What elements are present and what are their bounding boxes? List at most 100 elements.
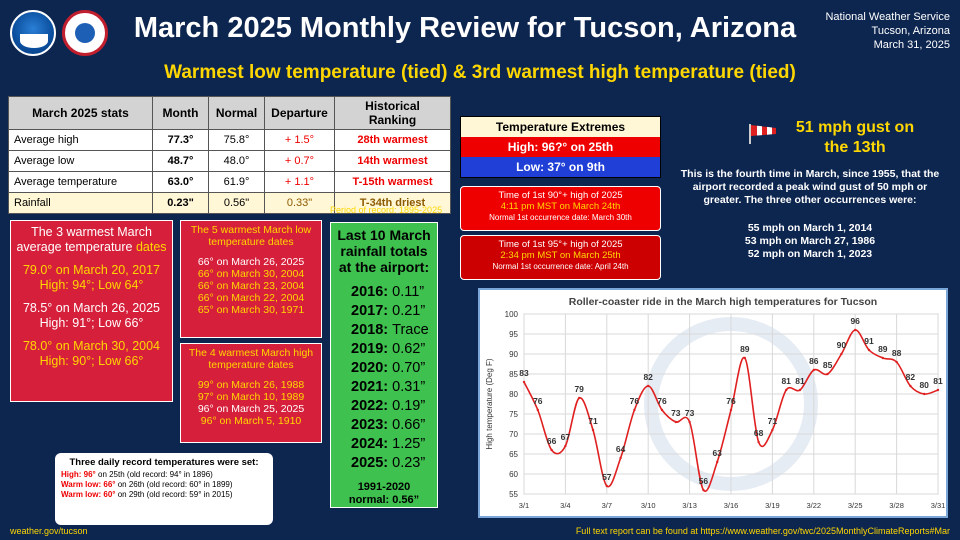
first-90-time: 4:11 pm MST on March 24th <box>500 201 621 212</box>
x-tick-label: 3/31 <box>931 501 946 510</box>
stat-departure: 0.33" <box>264 192 335 214</box>
record-detail: on 25th (old record: 94° in 1896) <box>95 470 213 479</box>
rainfall-value: 0.66” <box>392 417 426 433</box>
records-title: Three daily record temperatures were set… <box>69 457 259 468</box>
rainfall-value: 0.31” <box>392 379 426 395</box>
first-90-box: Time of 1st 90°+ high of 2025 4:11 pm MS… <box>460 186 661 231</box>
data-label: 73 <box>685 408 695 418</box>
data-label: 67 <box>561 432 571 442</box>
item-line1: 79.0° on March 20, 2017 <box>22 263 161 277</box>
high-temperature-chart: 55 60 65 70 75 80 85 90 95 100 3/1 3/4 3/7 3/10 3/13 3/… <box>485 296 946 510</box>
warmest-average-box: The 3 warmest March average temperature … <box>10 220 173 402</box>
x-tick-label: 3/13 <box>682 501 697 510</box>
data-label: 56 <box>699 476 709 486</box>
x-tick-label: 3/16 <box>724 501 739 510</box>
x-tick-label: 3/22 <box>806 501 821 510</box>
data-point <box>936 388 940 392</box>
first-95-title: Time of 1st 95°+ high of 2025 <box>498 239 623 250</box>
rainfall-year: 2024: <box>351 436 393 452</box>
box-title-dates: dates <box>267 236 294 248</box>
stat-ranking: T-34th driest <box>334 192 451 214</box>
box-title: The 4 warmest March high temperature dat… <box>184 347 318 371</box>
rainfall-box: Last 10 March rainfall totals at the air… <box>330 222 438 508</box>
list-item: 79.0° on March 20, 2017 High: 94°; Low 64… <box>15 263 168 293</box>
rainfall-row: 2020: 0.70” <box>351 359 435 378</box>
records-box: Three daily record temperatures were set… <box>55 453 273 525</box>
record-detail: on 26th (old record: 60° in 1899) <box>115 480 233 489</box>
rainfall-year: 2017: <box>351 303 393 319</box>
list-item: 78.5° on March 26, 2025 High: 91°; Low 66… <box>15 301 168 331</box>
stat-label: Average high <box>8 129 153 151</box>
data-point <box>716 460 719 464</box>
rainfall-title: Last 10 March rainfall totals at the air… <box>337 227 431 275</box>
rainfall-row: 2023: 0.66” <box>351 416 435 435</box>
y-tick-label: 65 <box>509 450 518 459</box>
y-tick-label: 100 <box>505 310 519 319</box>
stat-departure: + 1.1° <box>264 171 335 193</box>
data-label: 68 <box>754 428 764 438</box>
rainfall-year: 2021: <box>351 379 393 395</box>
rainfall-year: 2020: <box>351 360 393 376</box>
x-tick-label: 3/28 <box>889 501 904 510</box>
data-point <box>605 484 608 488</box>
x-tick-label: 3/10 <box>641 501 656 510</box>
list-item: 65° on March 30, 1971 <box>197 304 305 316</box>
box-title-dates: dates <box>135 240 167 254</box>
stats-header: Normal <box>208 96 265 130</box>
record-label: Warm low: 60° <box>61 490 116 499</box>
data-point <box>633 408 636 412</box>
y-axis-label: High temperature (Deg F) <box>485 358 494 449</box>
item-line2: High: 90°; Low 66° <box>39 354 144 368</box>
normal-line2: normal: 0.56” <box>348 494 420 506</box>
org-info: National Weather Service Tucson, Arizona… <box>825 10 950 52</box>
data-label: 91 <box>864 336 874 346</box>
data-label: 79 <box>574 384 584 394</box>
record-label: High: 96° <box>61 470 96 479</box>
rainfall-value: 0.11” <box>392 284 425 300</box>
data-point <box>729 408 733 412</box>
footer-report-link[interactable]: Full text report can be found at https:/… <box>575 526 950 536</box>
stats-header: Month <box>152 96 209 130</box>
stat-ranking: 28th warmest <box>334 129 451 151</box>
x-tick-label: 3/25 <box>848 501 863 510</box>
stat-month: 0.23" <box>152 192 209 214</box>
rainfall-row: 2018: Trace <box>351 321 435 340</box>
stats-header: Departure <box>264 96 335 130</box>
data-label: 89 <box>740 344 750 354</box>
data-point <box>757 440 760 444</box>
list: 66° on March 26, 2025 66° on March 30, 2… <box>184 256 318 316</box>
box-title: The 3 warmest March average temperature … <box>15 225 168 255</box>
box-title-text: The 3 warmest March average temperature <box>16 225 152 254</box>
data-point <box>660 408 664 412</box>
normal-line1: 1991-2020 <box>357 481 411 493</box>
stats-header-row: March 2025 stats Month Normal Departure … <box>8 96 451 130</box>
record-item: Warm low: 66° on 26th (old record: 60° i… <box>61 480 267 490</box>
data-point <box>647 384 650 388</box>
data-label: 90 <box>837 340 847 350</box>
gust-headline: 51 mph gust on the 13th <box>795 119 915 156</box>
y-tick-label: 90 <box>509 350 518 359</box>
data-point <box>674 420 677 424</box>
gust-text: This is the fourth time in March, since … <box>680 168 940 206</box>
data-label: 82 <box>643 372 653 382</box>
list-item: 66° on March 30, 2004 <box>197 268 305 280</box>
data-label: 63 <box>712 448 722 458</box>
rainfall-year: 2018: <box>351 322 393 338</box>
rainfall-row: 2025: 0.23” <box>351 454 435 473</box>
rainfall-list: 2016: 0.11” 2017: 0.21” 2018: Trace 2019: 0… <box>333 283 435 473</box>
first-95-box: Time of 1st 95°+ high of 2025 2:34 pm MS… <box>460 235 661 280</box>
stat-label: Rainfall <box>8 192 153 214</box>
first-95-normal: Normal 1st occurrence date: April 24th <box>492 262 629 271</box>
noaa-logo <box>10 10 56 56</box>
stats-table: March 2025 stats Month Normal Departure … <box>8 96 451 214</box>
data-label: 83 <box>519 368 529 378</box>
list-item: 52 mph on March 1, 2023 <box>747 248 873 260</box>
data-point <box>923 392 926 396</box>
footer-link[interactable]: weather.gov/tucson <box>10 526 88 536</box>
rainfall-value: Trace <box>392 322 429 338</box>
page-subtitle: Warmest low temperature (tied) & 3rd war… <box>164 62 796 83</box>
data-point <box>798 388 802 392</box>
rainfall-row: 2024: 1.25” <box>351 435 435 454</box>
rainfall-year: 2022: <box>351 398 393 414</box>
data-label: 81 <box>781 376 791 386</box>
